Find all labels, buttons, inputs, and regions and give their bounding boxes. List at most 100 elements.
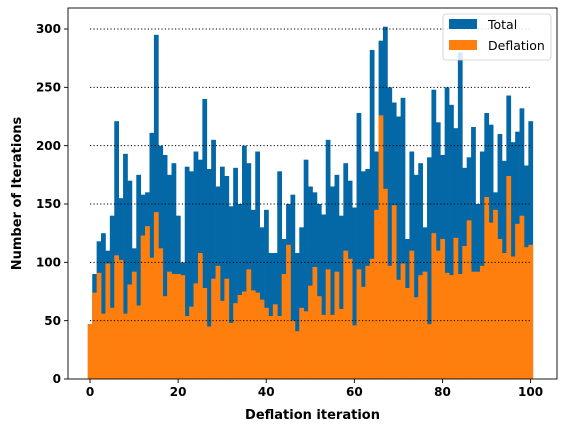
- bar-total: [233, 167, 238, 379]
- bar-total: [255, 151, 260, 379]
- bar-total: [330, 186, 335, 379]
- bar-deflation: [422, 271, 428, 379]
- bar-deflation: [523, 247, 529, 379]
- bar-deflation: [206, 326, 212, 379]
- bar-total: [136, 174, 142, 379]
- bar-total: [211, 139, 216, 379]
- x-tick-label: 100: [518, 385, 543, 399]
- bar-deflation: [153, 212, 159, 379]
- bar-deflation: [444, 272, 450, 379]
- bar-deflation: [250, 290, 256, 379]
- bar-total: [299, 227, 305, 379]
- bar-deflation: [242, 291, 247, 379]
- bar-deflation: [413, 297, 419, 379]
- bar-deflation: [493, 209, 498, 379]
- x-axis-ticks: 0 20 40 60 80 100: [86, 379, 543, 399]
- legend-swatch-total: [449, 19, 477, 29]
- bar-total: [352, 207, 357, 379]
- bar-total: [325, 139, 331, 379]
- bar-total: [242, 145, 247, 379]
- bar-deflation: [484, 197, 490, 379]
- x-tick-label: 60: [346, 385, 363, 399]
- bar-deflation: [479, 265, 485, 379]
- bar-deflation: [321, 314, 327, 379]
- bar-total: [413, 174, 419, 379]
- bar-total: [471, 127, 476, 379]
- bar-deflation: [277, 316, 283, 379]
- bar-deflation: [325, 269, 331, 379]
- bar-deflation: [316, 296, 322, 379]
- bar-deflation: [167, 271, 172, 379]
- y-tick-label: 200: [36, 139, 61, 153]
- bar-deflation: [219, 300, 225, 379]
- bar-total: [114, 121, 120, 380]
- bar-deflation: [369, 258, 375, 379]
- bar-deflation: [290, 320, 296, 379]
- bar-deflation: [268, 316, 274, 379]
- bar-total: [338, 215, 344, 379]
- bar-deflation: [400, 263, 406, 379]
- bar-total: [202, 99, 208, 379]
- bar-deflation: [360, 286, 366, 379]
- bar-deflation: [405, 288, 410, 379]
- bar-deflation: [158, 248, 164, 379]
- bar-deflation: [136, 305, 142, 379]
- bar-deflation: [294, 331, 300, 379]
- bar-total: [387, 87, 393, 379]
- bar-deflation: [347, 258, 353, 379]
- bar-total: [457, 52, 463, 379]
- bar-deflation: [162, 296, 168, 379]
- bar-deflation: [488, 222, 494, 379]
- bar-total: [264, 209, 269, 379]
- bar-total: [479, 151, 485, 379]
- bar-deflation: [303, 311, 309, 379]
- bar-total: [149, 132, 155, 379]
- bar-deflation: [127, 284, 133, 379]
- bar-deflation: [96, 272, 102, 379]
- bar-deflation: [237, 295, 243, 379]
- bar-deflation: [427, 324, 432, 379]
- bar-deflation: [396, 279, 401, 379]
- bar-deflation: [233, 303, 238, 379]
- bar-total: [396, 116, 401, 379]
- bar-deflation: [435, 250, 441, 379]
- bar-total: [193, 151, 199, 379]
- bar-total: [184, 166, 190, 379]
- bar-deflation: [352, 325, 357, 379]
- bar-deflation: [299, 307, 305, 379]
- x-axis-label: Deflation iteration: [245, 408, 380, 423]
- bar-deflation: [466, 220, 472, 379]
- bar-total: [316, 204, 322, 379]
- legend-swatch-deflation: [449, 40, 477, 50]
- bar-deflation: [431, 233, 437, 379]
- bar-deflation: [105, 263, 111, 379]
- bar-total: [127, 180, 133, 379]
- bar-deflation: [374, 209, 379, 379]
- bar-deflation: [211, 278, 216, 379]
- bar-deflation: [308, 285, 313, 379]
- bar-deflation: [228, 323, 234, 379]
- bar-deflation: [497, 239, 503, 379]
- bar-deflation: [506, 176, 512, 379]
- bar-deflation: [175, 274, 181, 379]
- bar-total: [321, 214, 327, 379]
- bar-total: [294, 253, 300, 379]
- bar-total: [101, 233, 106, 379]
- bar-total: [449, 104, 454, 379]
- bar-deflation: [197, 253, 203, 379]
- bar-deflation: [255, 292, 260, 379]
- bar-deflation: [356, 269, 362, 379]
- y-tick-label: 50: [44, 314, 61, 328]
- bar-total: [224, 176, 230, 379]
- bar-total: [435, 122, 441, 379]
- legend: Total Deflation: [442, 13, 552, 61]
- bar-deflation: [202, 288, 208, 379]
- bar-deflation: [264, 307, 269, 379]
- bar-deflation: [475, 271, 481, 379]
- bar-deflation: [246, 269, 252, 379]
- bar-deflation: [440, 239, 446, 379]
- bar-deflation: [189, 306, 194, 379]
- bar-deflation: [224, 278, 230, 379]
- bar-deflation: [338, 309, 344, 379]
